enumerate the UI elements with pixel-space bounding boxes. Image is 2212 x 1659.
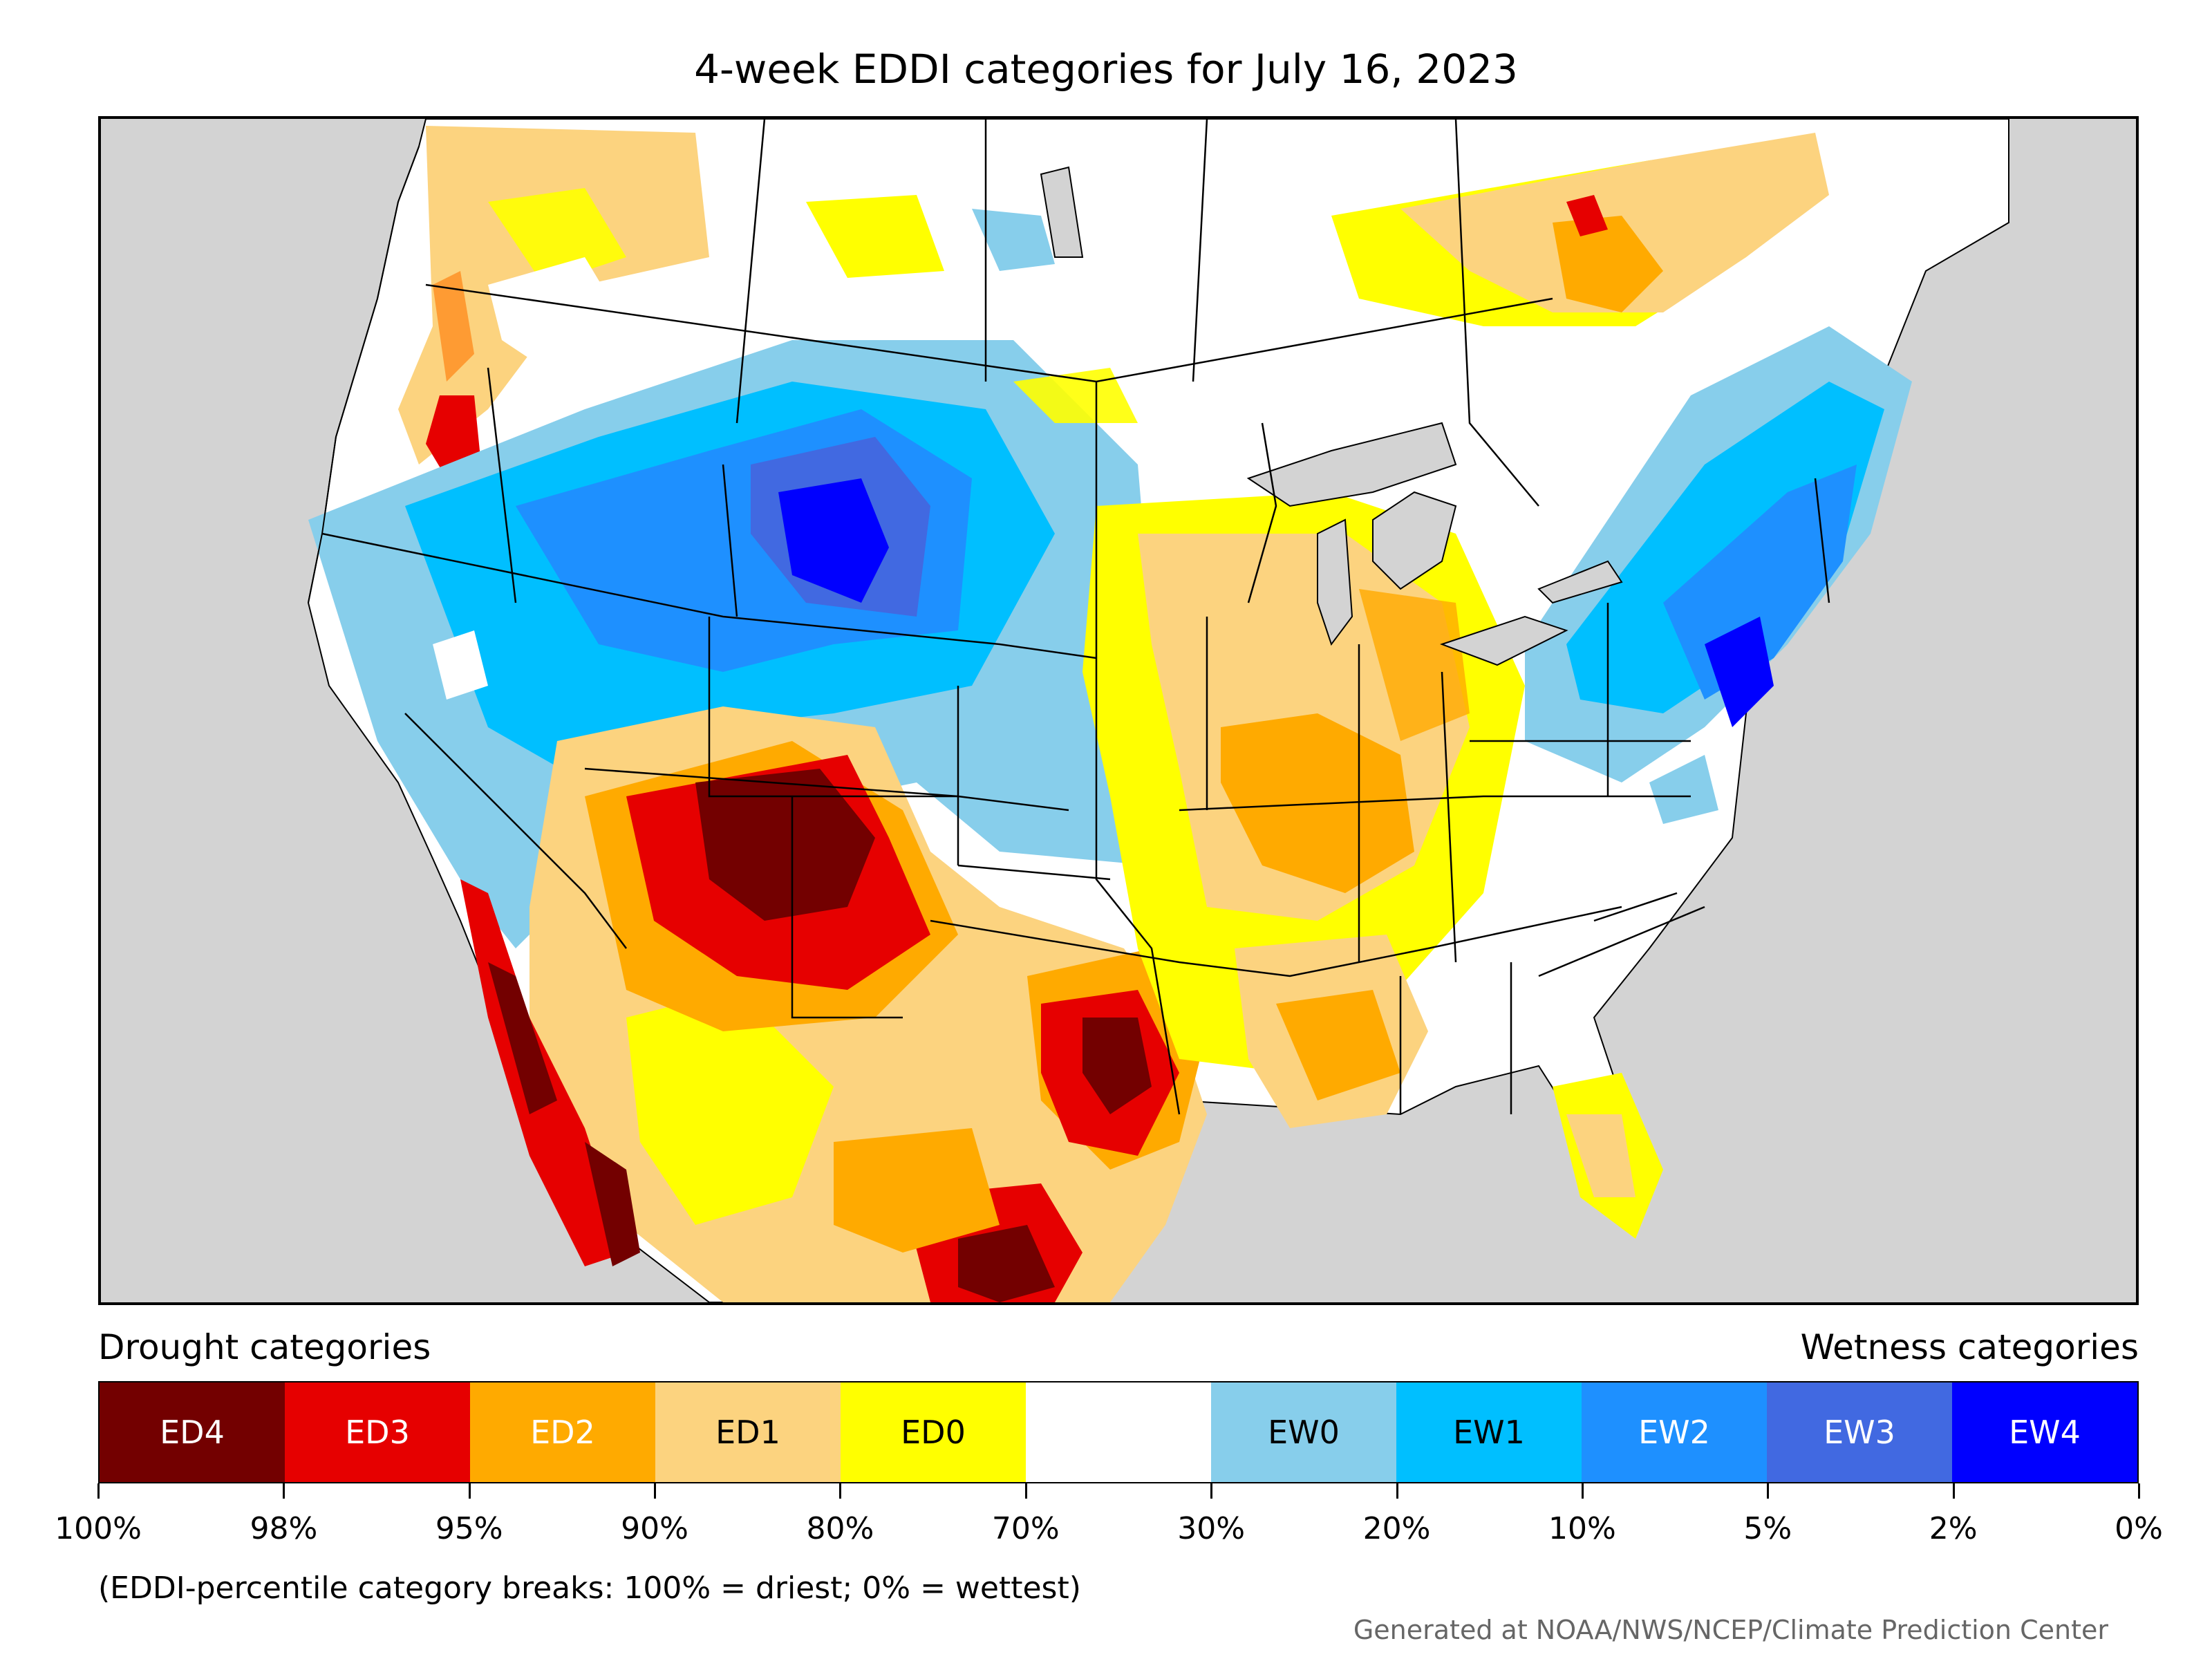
colorbar-tick-label: 90% <box>621 1511 688 1546</box>
colorbar-tick-label: 0% <box>2115 1511 2163 1546</box>
colorbar-tick <box>2138 1483 2140 1499</box>
category-cell-ew2: EW2 <box>1582 1382 1767 1482</box>
wetness-categories-heading: Wetness categories <box>1800 1327 2139 1367</box>
colorbar-tick <box>1210 1483 1213 1499</box>
credit-text: Generated at NOAA/NWS/NCEP/Climate Predi… <box>1353 1615 2108 1645</box>
colorbar-tick <box>97 1483 100 1499</box>
colorbar-tick <box>283 1483 285 1499</box>
colorbar-tick-label: 30% <box>1177 1511 1246 1546</box>
colorbar-ticks <box>97 1483 2140 1504</box>
category-cell-ed3: ED3 <box>285 1382 470 1482</box>
colorbar-tick <box>468 1483 471 1499</box>
colorbar-tick <box>1952 1483 1955 1499</box>
drought-categories-heading: Drought categories <box>98 1327 431 1367</box>
colorbar-tick <box>1581 1483 1584 1499</box>
colorbar-tick-label: 80% <box>806 1511 874 1546</box>
colorbar-tick-label: 5% <box>1743 1511 1792 1546</box>
colorbar-tick-label: 100% <box>55 1511 142 1546</box>
colorbar-tick-labels: 100% 98% 95% 90% 80% 70% 30% 20% 10% 5% 2% 0% <box>55 1511 2163 1553</box>
colorbar-tick <box>1396 1483 1398 1499</box>
category-cell-ed4: ED4 <box>100 1382 285 1482</box>
eddi-map <box>98 116 2139 1305</box>
category-cell-ed0: ED0 <box>841 1382 1026 1482</box>
category-cell-normal <box>1026 1382 1211 1482</box>
colorbar-tick-label: 98% <box>250 1511 318 1546</box>
category-note: (EDDI-percentile category breaks: 100% =… <box>98 1571 1081 1606</box>
colorbar-tick-label: 70% <box>991 1511 1060 1546</box>
colorbar-tick-label: 2% <box>1929 1511 1978 1546</box>
colorbar-tick-label: 95% <box>435 1511 503 1546</box>
great-lakes <box>1040 166 1623 666</box>
colorbar-tick-label: 20% <box>1362 1511 1431 1546</box>
colorbar-tick-label: 10% <box>1548 1511 1616 1546</box>
colorbar-tick <box>654 1483 657 1499</box>
colorbar-tick <box>1024 1483 1027 1499</box>
map-canvas <box>307 119 2009 1302</box>
category-cell-ew1: EW1 <box>1396 1382 1582 1482</box>
category-cell-ew3: EW3 <box>1767 1382 1952 1482</box>
category-cell-ed1: ED1 <box>655 1382 841 1482</box>
eddi-category-field <box>308 126 1912 1302</box>
colorbar-tick <box>839 1483 842 1499</box>
coastline <box>308 146 420 603</box>
category-cell-ew4: EW4 <box>1952 1382 2137 1482</box>
state-borders <box>321 119 1830 1115</box>
colorbar-tick <box>1767 1483 1770 1499</box>
category-cell-ed2: ED2 <box>470 1382 655 1482</box>
category-colorbar: ED4 ED3 ED2 ED1 ED0 EW0 EW1 EW2 EW3 EW4 <box>98 1381 2139 1483</box>
map-title: 4-week EDDI categories for July 16, 2023 <box>694 46 1518 93</box>
category-cell-ew0: EW0 <box>1211 1382 1396 1482</box>
